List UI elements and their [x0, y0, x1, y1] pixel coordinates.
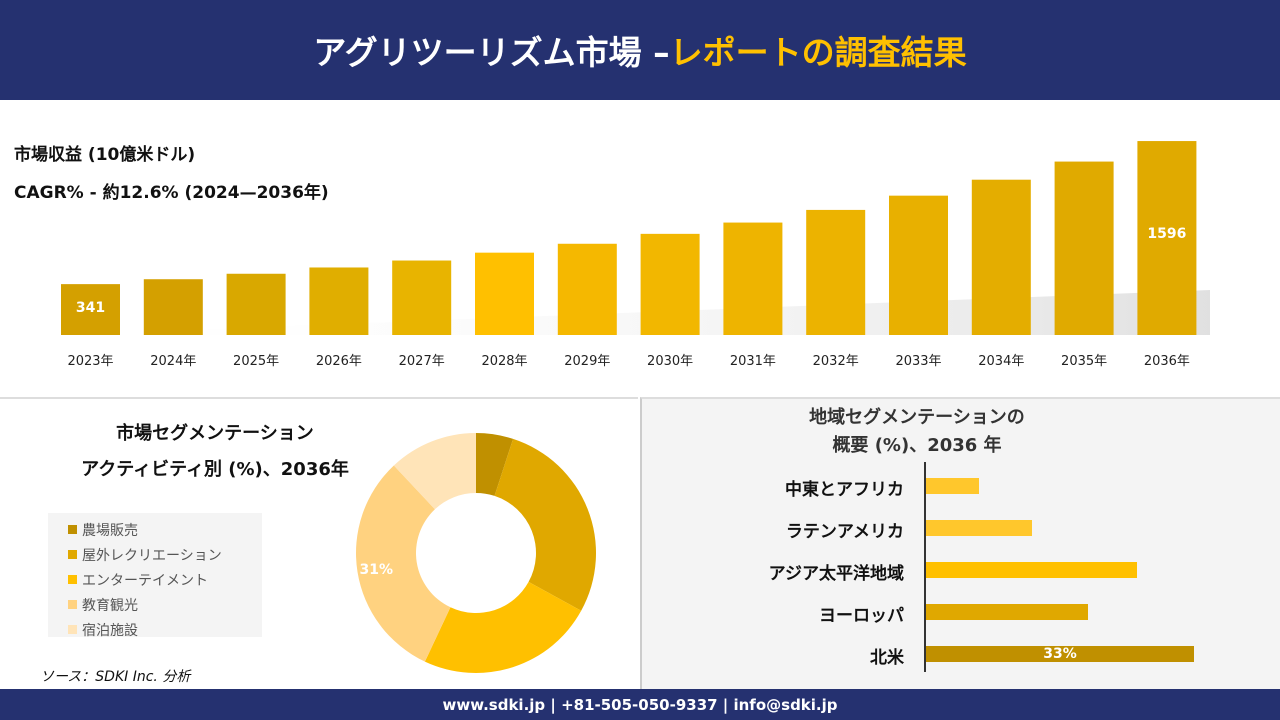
region-label: アジア太平洋地域	[768, 564, 904, 584]
legend-swatch	[68, 575, 77, 584]
revenue-bar	[723, 222, 783, 335]
revenue-chart-panel: 市場収益 (10億米ドル) CAGR% - 約12.6% (2024—2036年…	[0, 100, 1280, 395]
year-tick-label: 2035年	[1061, 354, 1107, 369]
donut-slice	[476, 433, 514, 496]
year-tick-label: 2023年	[67, 354, 113, 369]
region-label: ラテンアメリカ	[785, 522, 904, 542]
revenue-bar	[143, 279, 203, 335]
bar-value-label: 1596	[1147, 226, 1186, 242]
year-tick-label: 2028年	[481, 354, 527, 369]
revenue-bar	[392, 260, 452, 335]
activity-title-1: 市場セグメンテーション	[116, 423, 314, 444]
revenue-bar	[226, 273, 286, 335]
year-tick-label: 2025年	[233, 354, 279, 369]
legend-label: 屋外レクリエーション	[82, 547, 222, 564]
year-tick-label: 2027年	[399, 354, 445, 369]
header-banner: アグリツーリズム市場 – レポートの調査結果	[0, 0, 1280, 100]
region-label: 中東とアフリカ	[785, 480, 904, 500]
region-title-1: 地域セグメンテーションの	[809, 407, 1025, 428]
year-tick-label: 2034年	[978, 354, 1024, 369]
year-tick-label: 2033年	[895, 354, 941, 369]
donut-slice	[494, 438, 596, 611]
revenue-bar	[475, 252, 534, 335]
year-tick-label: 2026年	[316, 354, 362, 369]
slice-value-label: 31%	[359, 562, 393, 578]
year-tick-label: 2029年	[564, 354, 610, 369]
legend-swatch	[68, 550, 77, 559]
activity-legend: 農場販売屋外レクリエーション エンターテイメント 教育観光宿泊施設	[48, 513, 262, 639]
revenue-bar	[309, 267, 369, 335]
bar-value-label: 341	[76, 300, 105, 316]
region-bar: 33%	[926, 646, 1194, 662]
activity-segment-panel: 市場セグメンテーション アクティビティ別 (%)、2036年 農場販売屋外レクリ…	[0, 397, 638, 689]
region-label: ヨーロッパ	[819, 606, 904, 626]
revenue-bar	[640, 233, 700, 335]
revenue-bar	[1137, 141, 1197, 335]
legend-label: エンターテイメント	[82, 572, 208, 589]
title-highlight: レポートの調査結果	[669, 33, 967, 72]
donut-slice	[356, 465, 451, 662]
activity-donut-chart: 31%	[356, 433, 596, 673]
legend-swatch	[68, 525, 77, 534]
year-tick-label: 2024年	[150, 354, 196, 369]
cagr-label: CAGR% - 約12.6% (2024—2036年)	[14, 183, 329, 203]
year-tick-label: 2031年	[730, 354, 776, 369]
region-bar	[926, 478, 979, 494]
legend-swatch	[68, 625, 77, 634]
region-label: 北米	[870, 648, 904, 668]
source-note: ソース：SDKI Inc. 分析	[40, 669, 191, 685]
legend-label: 宿泊施設	[82, 622, 138, 639]
revenue-bar-chart: 2023年 341 2024年 2025年 2026年 2027年 2028年 2029年 20…	[60, 141, 1210, 369]
revenue-bar	[1054, 161, 1114, 335]
legend-item: エンターテイメント	[68, 567, 242, 592]
region-segment-panel: 地域セグメンテーションの 概要 (%)、2036 年 中東とアフリカ ラテンアメリ…	[640, 397, 1280, 689]
title-main: アグリツーリズム市場 –	[313, 33, 670, 72]
footer-contact: www.sdki.jp | +81-505-050-9337 | info@sd…	[0, 689, 1280, 720]
legend-item: 農場販売	[68, 517, 242, 542]
revenue-bar	[557, 243, 617, 335]
legend-label: 教育観光	[82, 597, 138, 614]
legend-label: 農場販売	[82, 522, 138, 539]
region-axis-line	[924, 462, 926, 672]
donut-slice	[393, 433, 476, 510]
legend-swatch	[68, 600, 77, 609]
legend-item: 宿泊施設	[68, 617, 242, 642]
revenue-chart-title: 市場収益 (10億米ドル)	[14, 145, 196, 165]
region-bar	[926, 604, 1089, 620]
revenue-bar	[806, 209, 866, 335]
activity-title-2: アクティビティ別 (%)、2036年	[81, 459, 349, 480]
revenue-bar	[61, 284, 120, 335]
year-tick-label: 2030年	[647, 354, 693, 369]
year-tick-label: 2036年	[1144, 354, 1190, 369]
region-bar	[926, 562, 1138, 578]
legend-item: 屋外レクリエーション	[68, 542, 242, 567]
year-tick-label: 2032年	[813, 354, 859, 369]
revenue-bar	[971, 179, 1031, 335]
legend-item: 教育観光	[68, 592, 242, 617]
revenue-bar	[889, 195, 948, 335]
region-title-2: 概要 (%)、2036 年	[832, 435, 1002, 456]
region-bar	[926, 520, 1032, 536]
donut-slice	[424, 581, 582, 673]
